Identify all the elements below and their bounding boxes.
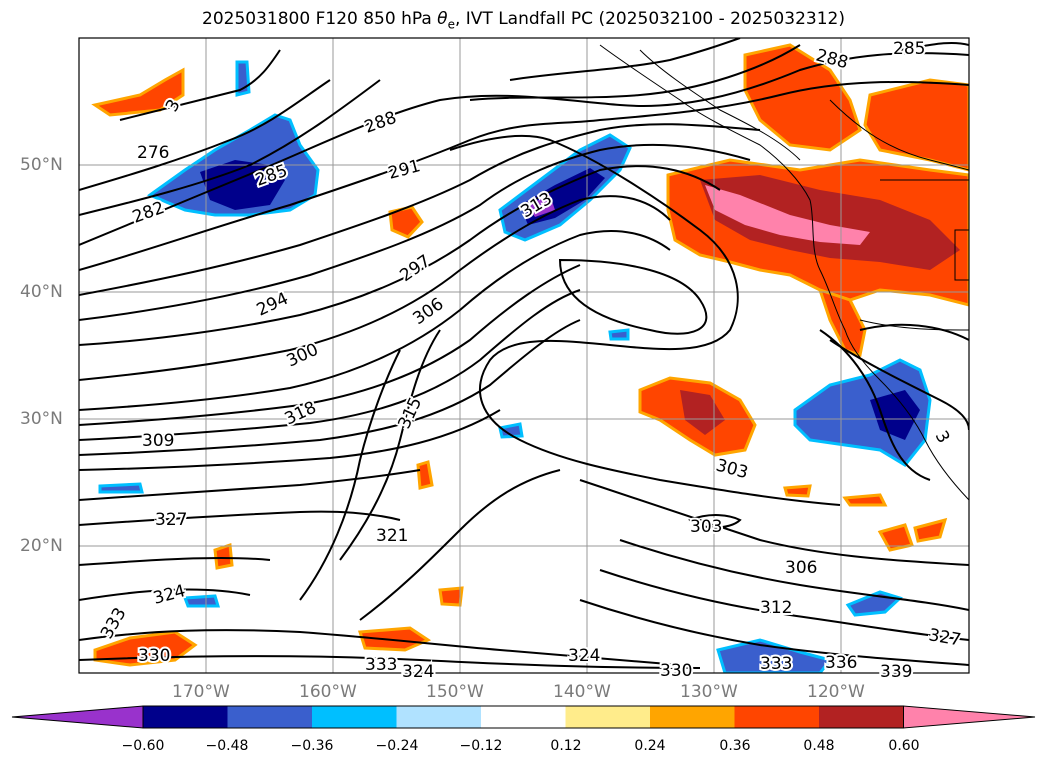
colorbar-tick-label: 0.24	[634, 738, 666, 754]
colorbar-segment	[312, 706, 397, 728]
colorbar-extend-low	[11, 705, 144, 729]
lon-label: 140°W	[553, 682, 611, 702]
lon-label: 160°W	[299, 682, 357, 702]
colorbar-tick-label: 0.12	[550, 738, 582, 754]
map-frame	[78, 37, 970, 674]
colorbar-tick-label: 0.36	[719, 738, 751, 754]
contour-label: 336	[825, 653, 857, 673]
contour-label: 285	[893, 39, 925, 59]
colorbar-segment	[565, 706, 650, 728]
lat-label: 20°N	[20, 536, 63, 556]
colorbar-segment	[734, 706, 819, 728]
graticule	[79, 38, 969, 673]
lon-label: 130°W	[680, 682, 738, 702]
map-title: 2025031800 F120 850 hPa θe, IVT Landfall…	[202, 9, 845, 32]
colorbar-segment	[819, 706, 904, 728]
colorbar-segment	[143, 706, 228, 728]
contour-label: 324	[568, 646, 600, 666]
lat-label: 50°N	[20, 155, 63, 175]
contour-label: 312	[760, 598, 792, 618]
contour-label: 333	[760, 654, 792, 674]
colorbar-segment	[650, 706, 735, 728]
contour-label: 309	[142, 431, 174, 451]
positive-anomaly-shading	[91, 43, 969, 667]
contour-label: 303	[690, 517, 722, 537]
colorbar	[11, 705, 1036, 729]
colorbar-tick-label: −0.24	[375, 738, 419, 754]
contour-label: 339	[880, 662, 912, 682]
coastlines	[599, 44, 969, 501]
colorbar-extend-high	[903, 705, 1036, 729]
colorbar-segment	[396, 706, 481, 728]
contour-label: 330	[138, 646, 170, 666]
lon-label: 170°W	[172, 682, 230, 702]
colorbar-tick-label: −0.12	[459, 738, 503, 754]
contour-label: 306	[785, 558, 817, 578]
colorbar-tick-label: 0.48	[803, 738, 835, 754]
colorbar-tick-label: −0.60	[121, 738, 165, 754]
theta-e-contours	[79, 38, 969, 669]
contour-label: 333	[365, 655, 397, 675]
negative-anomaly-shading	[98, 60, 932, 673]
colorbar-tick-label: −0.48	[205, 738, 249, 754]
colorbar-segment	[227, 706, 312, 728]
contour-label: 330	[660, 661, 692, 681]
lon-label: 120°W	[807, 682, 865, 702]
contour-label: 324	[402, 662, 434, 682]
lat-label: 40°N	[20, 282, 63, 302]
contour-label: 276	[137, 143, 169, 163]
colorbar-tick-label: 0.60	[888, 738, 920, 754]
colorbar-segment	[481, 706, 566, 728]
colorbar-tick-label: −0.36	[290, 738, 334, 754]
lon-label: 150°W	[426, 682, 484, 702]
contour-label: 327	[155, 510, 187, 530]
colorbar-frame	[142, 705, 904, 729]
contour-label: 321	[376, 526, 408, 546]
lat-label: 30°N	[20, 409, 63, 429]
